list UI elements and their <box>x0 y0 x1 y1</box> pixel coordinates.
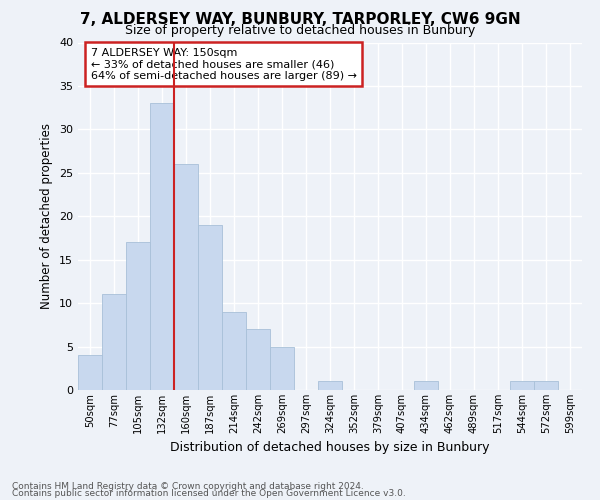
Bar <box>198 225 222 390</box>
Bar <box>246 329 270 390</box>
Text: 7 ALDERSEY WAY: 150sqm
← 33% of detached houses are smaller (46)
64% of semi-det: 7 ALDERSEY WAY: 150sqm ← 33% of detached… <box>91 48 356 81</box>
Text: Contains public sector information licensed under the Open Government Licence v3: Contains public sector information licen… <box>12 490 406 498</box>
Text: Contains HM Land Registry data © Crown copyright and database right 2024.: Contains HM Land Registry data © Crown c… <box>12 482 364 491</box>
Bar <box>102 294 126 390</box>
Bar <box>270 346 294 390</box>
Bar <box>150 104 174 390</box>
Bar <box>126 242 150 390</box>
Bar <box>78 355 102 390</box>
Text: 7, ALDERSEY WAY, BUNBURY, TARPORLEY, CW6 9GN: 7, ALDERSEY WAY, BUNBURY, TARPORLEY, CW6… <box>80 12 520 28</box>
Bar <box>510 382 534 390</box>
X-axis label: Distribution of detached houses by size in Bunbury: Distribution of detached houses by size … <box>170 442 490 454</box>
Bar <box>414 382 438 390</box>
Bar <box>222 312 246 390</box>
Bar <box>174 164 198 390</box>
Y-axis label: Number of detached properties: Number of detached properties <box>40 123 53 309</box>
Text: Size of property relative to detached houses in Bunbury: Size of property relative to detached ho… <box>125 24 475 37</box>
Bar <box>318 382 342 390</box>
Bar <box>534 382 558 390</box>
